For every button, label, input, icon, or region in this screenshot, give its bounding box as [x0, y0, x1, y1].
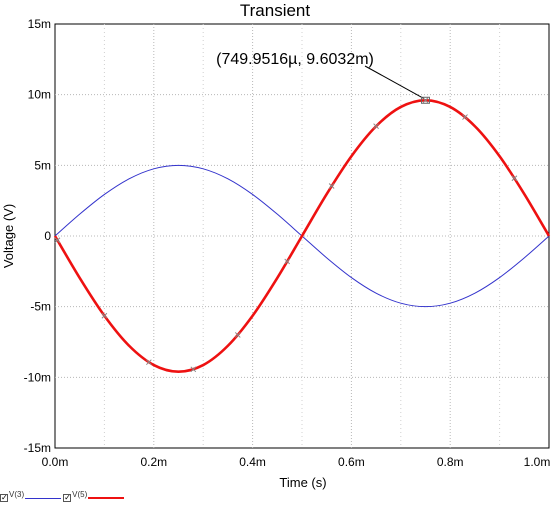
series-line-v5: [53, 98, 551, 373]
y-tick-label: 0: [44, 229, 51, 243]
legend-swatch-v5: [88, 497, 125, 499]
y-tick-label: -15m: [24, 441, 51, 455]
x-tick-label: 0.2m: [140, 455, 167, 469]
legend-item-v3[interactable]: ✓ V(3): [0, 490, 62, 503]
transient-chart: Transient Voltage (V) Time (s) 0.0m 0.2m 0…: [1, 1, 551, 490]
annotation-cursor-marker: [420, 96, 430, 104]
y-axis-label: Voltage (V): [1, 204, 16, 268]
annotation-leader-line: [364, 65, 424, 99]
data-marker: [234, 332, 241, 338]
legend-item-v5[interactable]: ✓ V(5): [63, 490, 125, 503]
legend-checkbox-v5[interactable]: ✓: [63, 493, 72, 502]
data-marker: [373, 123, 379, 130]
x-tick-label: 0.0m: [42, 455, 69, 469]
x-tick-label: 1.0m: [524, 455, 551, 469]
legend-label-v3: V(3): [9, 489, 25, 499]
legend-label-v5: V(5): [72, 489, 88, 499]
y-tick-label: -10m: [24, 370, 51, 384]
x-tick-label: 0.6m: [338, 455, 365, 469]
y-tick-label: 10m: [28, 88, 51, 102]
y-tick-label: 5m: [34, 158, 51, 172]
x-axis-label: Time (s): [279, 475, 326, 490]
legend-swatch-v3: [25, 497, 62, 499]
y-tick-label: 15m: [28, 17, 51, 31]
chart-title: Transient: [240, 1, 311, 20]
data-marker: [462, 114, 468, 120]
x-tick-label: 0.8m: [437, 455, 464, 469]
data-marker: [54, 237, 61, 244]
data-marker: [511, 175, 518, 182]
legend-checkbox-v3[interactable]: ✓: [0, 493, 8, 502]
legend: ✓ V(3) ✓ V(5): [0, 490, 126, 506]
annotation-label: (749.9516µ, 9.6032m): [216, 51, 374, 68]
data-marker: [101, 312, 108, 319]
x-tick-label: 0.4m: [239, 455, 266, 469]
data-marker: [284, 258, 291, 265]
data-marker: [146, 359, 152, 366]
y-tick-label: -5m: [30, 300, 51, 314]
data-marker: [328, 183, 335, 189]
data-marker: [190, 366, 197, 373]
data-marker: [422, 97, 429, 104]
